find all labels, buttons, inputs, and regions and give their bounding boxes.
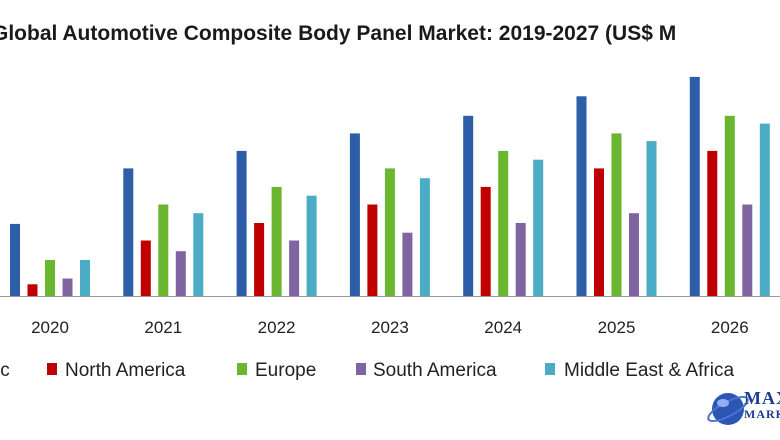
legend-label-north-america: North America bbox=[65, 360, 186, 381]
bar-asia-pacific-2024 bbox=[463, 115, 474, 296]
bar-middle-east-africa-2026 bbox=[759, 123, 770, 296]
bar-north-america-2023 bbox=[367, 204, 378, 296]
x-tick-label-2024: 2024 bbox=[484, 318, 522, 337]
bar-middle-east-africa-2020 bbox=[80, 260, 90, 296]
x-tick-label-2026: 2026 bbox=[711, 318, 749, 337]
bar-europe-2024 bbox=[498, 150, 509, 296]
bar-europe-2020 bbox=[45, 260, 55, 296]
legend: ic North America Europe South America Middle… bbox=[0, 360, 734, 381]
x-tick-label-2020: 2020 bbox=[31, 318, 69, 337]
chart-title: Global Automotive Composite Body Panel M… bbox=[0, 22, 677, 45]
bar-south-america-2026 bbox=[742, 204, 753, 296]
bar-asia-pacific-2026 bbox=[689, 76, 700, 297]
legend-swatch-europe bbox=[237, 363, 247, 375]
bar-group bbox=[10, 76, 770, 297]
x-tick-labels: 2020 2021 2022 2023 2024 2025 2026 bbox=[31, 318, 749, 337]
bar-asia-pacific-2020 bbox=[10, 223, 20, 296]
bar-asia-pacific-2025 bbox=[576, 96, 587, 296]
legend-label-middle-east-africa: Middle East & Africa bbox=[564, 360, 734, 381]
bar-north-america-2020 bbox=[27, 284, 38, 296]
bar-asia-pacific-2022 bbox=[236, 150, 247, 296]
bar-middle-east-africa-2022 bbox=[306, 195, 317, 296]
bar-south-america-2024 bbox=[515, 223, 526, 296]
x-tick-label-2025: 2025 bbox=[598, 318, 636, 337]
legend-swatch-south-america bbox=[356, 363, 366, 375]
bar-north-america-2024 bbox=[480, 186, 491, 296]
bar-north-america-2021 bbox=[140, 240, 151, 296]
bar-europe-2023 bbox=[384, 168, 395, 296]
legend-swatch-middle-east-africa bbox=[545, 363, 555, 375]
legend-label-south-america: South America bbox=[373, 360, 497, 381]
x-tick-label-2021: 2021 bbox=[144, 318, 182, 337]
logo-text-line2: MARKE bbox=[744, 407, 780, 421]
bar-north-america-2026 bbox=[707, 150, 718, 296]
globe-icon bbox=[707, 393, 749, 425]
bar-south-america-2023 bbox=[402, 232, 413, 296]
x-tick-label-2023: 2023 bbox=[371, 318, 409, 337]
bar-asia-pacific-2023 bbox=[349, 133, 360, 296]
legend-label-europe: Europe bbox=[255, 360, 316, 381]
bar-middle-east-africa-2024 bbox=[533, 159, 544, 296]
bar-middle-east-africa-2025 bbox=[646, 141, 657, 296]
bar-middle-east-africa-2021 bbox=[193, 213, 204, 296]
bar-south-america-2022 bbox=[289, 240, 300, 296]
bar-europe-2022 bbox=[271, 186, 282, 296]
bar-europe-2021 bbox=[158, 204, 169, 296]
legend-swatch-north-america bbox=[47, 363, 57, 375]
bar-north-america-2025 bbox=[594, 168, 604, 296]
bar-europe-2025 bbox=[611, 133, 622, 296]
bar-south-america-2025 bbox=[629, 213, 639, 296]
bar-south-america-2020 bbox=[62, 278, 73, 296]
bar-middle-east-africa-2023 bbox=[419, 178, 430, 296]
bar-asia-pacific-2021 bbox=[123, 168, 134, 296]
company-logo: MAX MARKE bbox=[700, 378, 780, 440]
x-tick-label-2022: 2022 bbox=[258, 318, 296, 337]
bar-north-america-2022 bbox=[254, 223, 265, 296]
bar-europe-2026 bbox=[724, 115, 735, 296]
bar-south-america-2021 bbox=[175, 251, 186, 296]
logo-text-line1: MAX bbox=[744, 388, 780, 408]
legend-label-asia-pacific: ic bbox=[0, 360, 10, 381]
